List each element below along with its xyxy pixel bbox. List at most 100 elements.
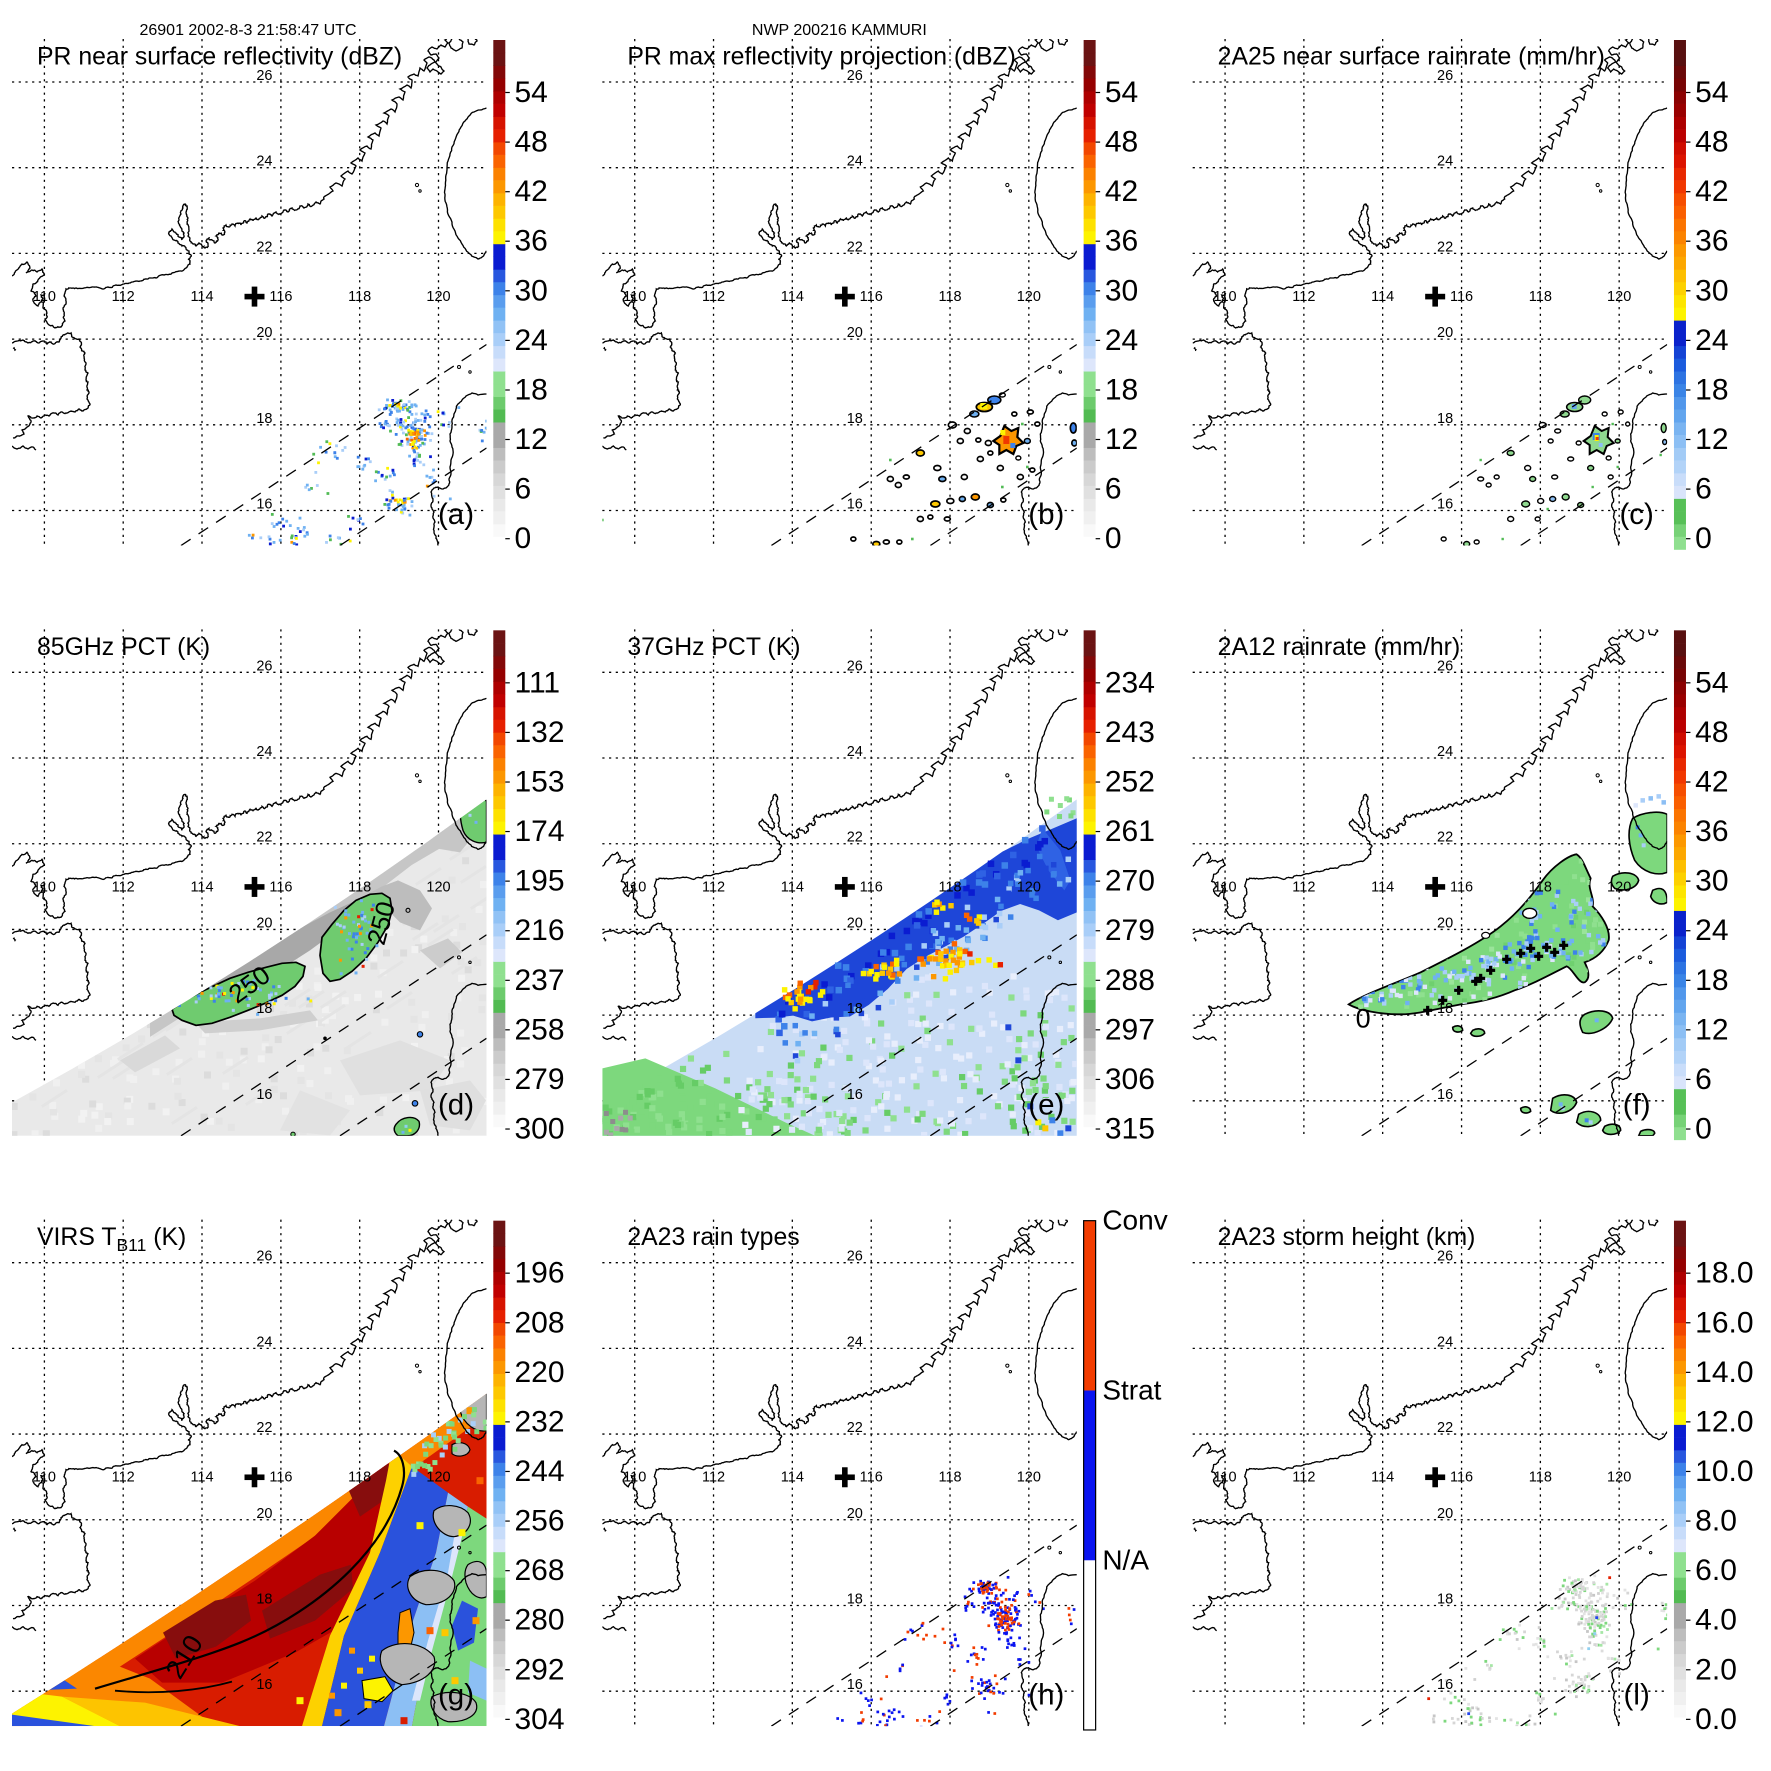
svg-text:42: 42 [1695, 175, 1728, 208]
svg-text:279: 279 [515, 1063, 565, 1096]
svg-text:195: 195 [515, 865, 565, 898]
svg-text:N/A: N/A [1102, 1545, 1149, 1576]
svg-text:237: 237 [515, 964, 565, 997]
svg-text:208: 208 [515, 1306, 565, 1339]
svg-text:0: 0 [1356, 1003, 1371, 1033]
svg-text:30: 30 [515, 274, 548, 307]
svg-text:48: 48 [515, 126, 548, 159]
svg-text:252: 252 [1105, 766, 1155, 799]
svg-text:(l): (l) [1624, 1679, 1650, 1712]
svg-text:258: 258 [515, 1013, 565, 1046]
svg-text:6: 6 [515, 473, 532, 506]
svg-text:153: 153 [515, 766, 565, 799]
svg-text:300: 300 [515, 1113, 565, 1146]
svg-text:243: 243 [1105, 716, 1155, 749]
svg-text:174: 174 [515, 815, 565, 848]
svg-text:261: 261 [1105, 815, 1155, 848]
svg-text:48: 48 [1695, 716, 1728, 749]
svg-text:12.0: 12.0 [1695, 1405, 1753, 1438]
svg-text:48: 48 [1105, 126, 1138, 159]
svg-text:0: 0 [1105, 522, 1122, 555]
svg-text:315: 315 [1105, 1113, 1155, 1146]
svg-text:54: 54 [515, 76, 548, 109]
svg-text:36: 36 [1695, 815, 1728, 848]
svg-text:Conv: Conv [1102, 1205, 1167, 1236]
svg-text:(f): (f) [1623, 1088, 1651, 1121]
svg-text:30: 30 [1105, 274, 1138, 307]
svg-text:232: 232 [515, 1405, 565, 1438]
svg-text:12: 12 [515, 423, 548, 456]
svg-text:26901 2002-8-3 21:58:47 UTC: 26901 2002-8-3 21:58:47 UTC [139, 22, 356, 39]
svg-text:14.0: 14.0 [1695, 1356, 1753, 1389]
svg-text:2A25 near surface rainrate (mm: 2A25 near surface rainrate (mm/hr) [1218, 44, 1605, 71]
svg-text:36: 36 [1695, 225, 1728, 258]
svg-text:216: 216 [515, 914, 565, 947]
svg-text:(h): (h) [1028, 1679, 1064, 1712]
svg-text:NWP 200216 KAMMURI: NWP 200216 KAMMURI [752, 22, 927, 39]
svg-text:18: 18 [1695, 374, 1728, 407]
svg-text:279: 279 [1105, 914, 1155, 947]
svg-text:0.0: 0.0 [1695, 1703, 1737, 1736]
svg-text:16.0: 16.0 [1695, 1306, 1753, 1339]
svg-text:36: 36 [1105, 225, 1138, 258]
svg-text:6: 6 [1695, 1063, 1712, 1096]
svg-text:12: 12 [1105, 423, 1138, 456]
svg-text:54: 54 [1695, 666, 1728, 699]
svg-text:4.0: 4.0 [1695, 1604, 1737, 1637]
svg-text:292: 292 [515, 1653, 565, 1686]
svg-text:PR max reflectivity projection: PR max reflectivity projection (dBZ) [627, 44, 1016, 71]
svg-text:8.0: 8.0 [1695, 1505, 1737, 1538]
svg-text:10.0: 10.0 [1695, 1455, 1753, 1488]
svg-text:30: 30 [1695, 274, 1728, 307]
svg-text:42: 42 [515, 175, 548, 208]
svg-text:2A23 storm height (km): 2A23 storm height (km) [1218, 1224, 1476, 1251]
svg-text:256: 256 [515, 1505, 565, 1538]
svg-text:(e): (e) [1028, 1088, 1064, 1121]
svg-text:(g): (g) [438, 1679, 474, 1712]
svg-text:PR near surface reflectivity (: PR near surface reflectivity (dBZ) [37, 44, 402, 71]
svg-text:(c): (c) [1619, 498, 1653, 531]
svg-text:288: 288 [1105, 964, 1155, 997]
svg-text:42: 42 [1695, 766, 1728, 799]
svg-text:18: 18 [1105, 374, 1138, 407]
svg-text:2A12 rainrate (mm/hr): 2A12 rainrate (mm/hr) [1218, 634, 1461, 661]
svg-text:54: 54 [1695, 76, 1728, 109]
svg-text:270: 270 [1105, 865, 1155, 898]
svg-text:24: 24 [515, 324, 548, 357]
svg-text:280: 280 [515, 1604, 565, 1637]
svg-text:(a): (a) [438, 498, 474, 531]
svg-text:48: 48 [1695, 126, 1728, 159]
svg-text:132: 132 [515, 716, 565, 749]
svg-text:VIRS TB11 (K): VIRS TB11 (K) [37, 1224, 186, 1255]
svg-text:196: 196 [515, 1257, 565, 1290]
svg-text:18: 18 [1695, 964, 1728, 997]
svg-text:Strat: Strat [1102, 1375, 1161, 1406]
svg-text:0: 0 [1695, 1113, 1712, 1146]
svg-text:42: 42 [1105, 175, 1138, 208]
svg-text:18.0: 18.0 [1695, 1257, 1753, 1290]
svg-text:24: 24 [1695, 324, 1728, 357]
svg-text:244: 244 [515, 1455, 565, 1488]
svg-text:12: 12 [1695, 423, 1728, 456]
svg-text:36: 36 [515, 225, 548, 258]
svg-text:24: 24 [1105, 324, 1138, 357]
svg-text:(d): (d) [438, 1088, 474, 1121]
svg-text:0: 0 [1695, 522, 1712, 555]
svg-text:54: 54 [1105, 76, 1138, 109]
svg-text:234: 234 [1105, 666, 1155, 699]
svg-text:6: 6 [1105, 473, 1122, 506]
svg-text:306: 306 [1105, 1063, 1155, 1096]
svg-text:18: 18 [515, 374, 548, 407]
svg-text:12: 12 [1695, 1013, 1728, 1046]
svg-text:2.0: 2.0 [1695, 1653, 1737, 1686]
svg-text:111: 111 [515, 666, 561, 699]
svg-text:297: 297 [1105, 1013, 1155, 1046]
svg-text:268: 268 [515, 1554, 565, 1587]
svg-text:220: 220 [515, 1356, 565, 1389]
svg-text:(b): (b) [1028, 498, 1064, 531]
svg-text:24: 24 [1695, 914, 1728, 947]
svg-text:6.0: 6.0 [1695, 1554, 1737, 1587]
svg-text:6: 6 [1695, 473, 1712, 506]
svg-text:30: 30 [1695, 865, 1728, 898]
svg-text:304: 304 [515, 1703, 565, 1736]
